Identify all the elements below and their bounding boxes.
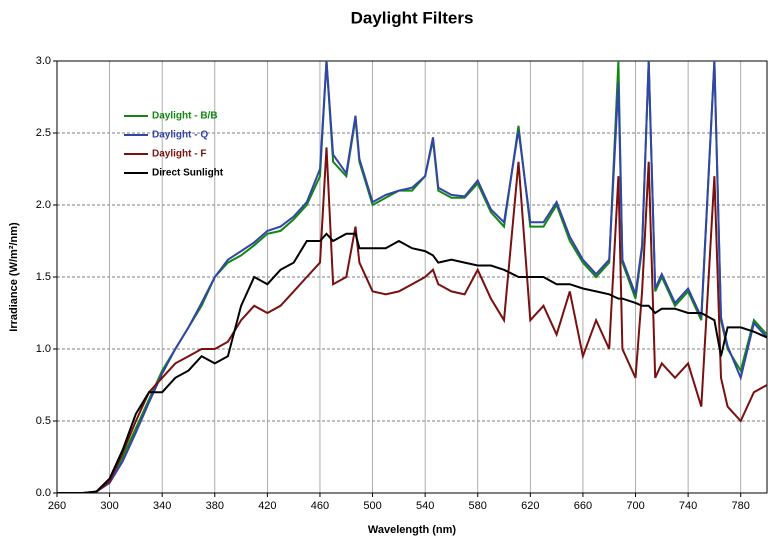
x-tick-label: 260	[48, 500, 66, 512]
x-tick-label: 420	[258, 500, 276, 512]
y-tick-label: 2.5	[36, 127, 51, 139]
legend-label: Direct Sunlight	[152, 168, 224, 179]
x-tick-label: 780	[732, 500, 750, 512]
x-tick-label: 660	[574, 500, 592, 512]
x-tick-label: 740	[679, 500, 697, 512]
series-line	[57, 61, 767, 493]
chart-title: Daylight Filters	[351, 8, 474, 27]
y-tick-label: 1.5	[36, 271, 51, 283]
plot-frame	[56, 60, 768, 494]
legend-label: Daylight - F	[152, 149, 206, 160]
y-tick-label: 1.0	[36, 343, 51, 355]
legend-label: Daylight - Q	[152, 130, 208, 141]
x-tick-label: 380	[206, 500, 224, 512]
y-tick-label: 0.0	[36, 487, 51, 499]
series-line	[57, 232, 767, 493]
x-tick-label: 500	[363, 500, 381, 512]
y-tick-label: 3.0	[36, 55, 51, 67]
x-tick-label: 700	[626, 500, 644, 512]
series-line	[57, 147, 767, 493]
x-tick-label: 460	[311, 500, 329, 512]
x-axis-label: Wavelength (nm)	[368, 524, 457, 536]
y-axis-label: Irradiance (W/m²/nm)	[8, 222, 20, 332]
legend-label: Daylight - B/B	[152, 111, 218, 122]
x-tick-label: 620	[521, 500, 539, 512]
y-tick-label: 2.0	[36, 199, 51, 211]
x-tick-label: 540	[416, 500, 434, 512]
x-tick-label: 580	[469, 500, 487, 512]
x-tick-label: 340	[153, 500, 171, 512]
y-tick-label: 0.5	[36, 415, 51, 427]
x-tick-label: 300	[100, 500, 118, 512]
